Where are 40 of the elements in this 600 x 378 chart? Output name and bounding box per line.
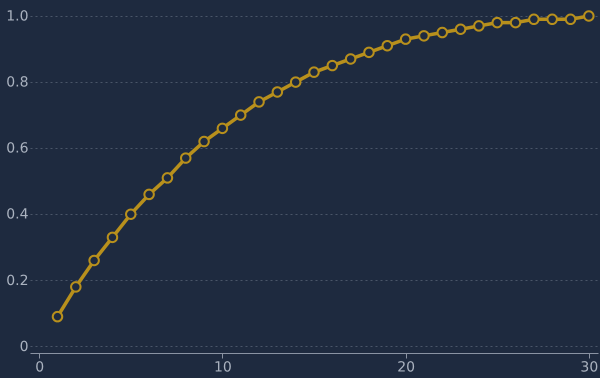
point — [125, 208, 137, 220]
point — [234, 109, 246, 121]
point — [88, 254, 100, 266]
point — [162, 172, 174, 184]
y-tick-label: 0.6 — [6, 140, 29, 157]
point — [454, 23, 466, 35]
point — [52, 310, 64, 322]
point — [400, 33, 412, 45]
point — [344, 53, 356, 65]
point — [510, 16, 522, 28]
point — [198, 136, 210, 148]
point — [363, 46, 375, 58]
point — [382, 40, 394, 52]
point — [180, 152, 192, 164]
point — [528, 14, 540, 26]
point — [308, 66, 320, 78]
y-tick-label: 0.8 — [6, 74, 28, 91]
point — [272, 86, 284, 98]
point — [473, 20, 485, 32]
y-tick-label: 0.2 — [6, 272, 28, 289]
point — [583, 10, 595, 22]
x-tick-label: 10 — [214, 360, 232, 376]
y-tick-label: 0 — [20, 338, 28, 355]
point — [143, 188, 155, 200]
point — [326, 60, 338, 72]
point — [418, 30, 430, 42]
y-tick-label: 1.0 — [6, 8, 28, 24]
point — [436, 26, 448, 38]
point — [491, 16, 503, 28]
y-tick-label: 0.4 — [6, 206, 29, 223]
point — [216, 122, 228, 134]
point — [564, 14, 576, 26]
x-tick-label: 30 — [580, 360, 598, 376]
point — [106, 232, 118, 244]
point — [546, 14, 558, 26]
x-tick-label: 20 — [397, 360, 416, 376]
point — [253, 96, 265, 108]
x-tick-label: 0 — [35, 360, 44, 376]
point — [70, 281, 82, 293]
point — [290, 76, 302, 88]
